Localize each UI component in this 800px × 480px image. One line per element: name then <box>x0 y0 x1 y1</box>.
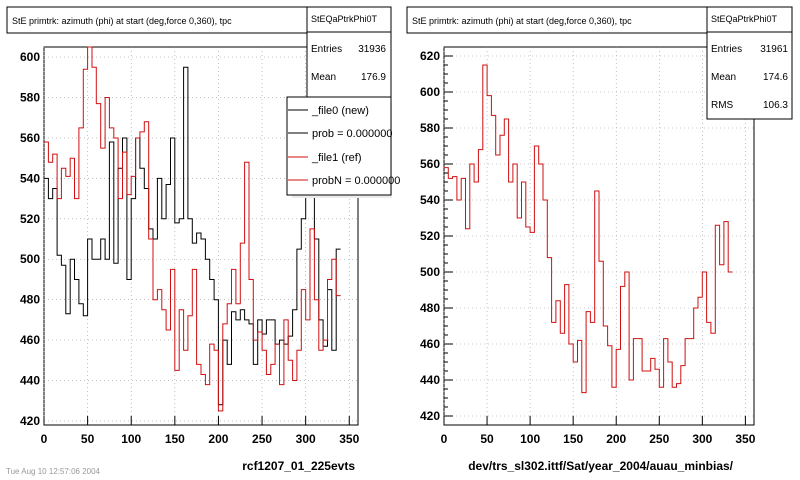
legend-box <box>286 96 392 196</box>
y-tick-label-540: 540 <box>420 193 440 207</box>
y-tick-label-440: 440 <box>420 373 440 387</box>
y-tick-label-420: 420 <box>20 414 40 428</box>
x-tick-label-50: 50 <box>480 432 494 446</box>
title-box-right <box>406 6 708 34</box>
y-tick-label-480: 480 <box>420 301 440 315</box>
stats-name-right: StEQaPtrkPhi0T <box>711 14 778 24</box>
x-tick-label-200: 200 <box>606 432 626 446</box>
x-tick-label-50: 50 <box>81 432 95 446</box>
y-tick-label-600: 600 <box>20 50 40 64</box>
stats-entries-value-right: 31961 <box>760 44 788 55</box>
x-axis-title-left: rcf1207_01_225evts <box>242 459 355 473</box>
x-tick-label-150: 150 <box>563 432 583 446</box>
x-tick-label-100: 100 <box>520 432 540 446</box>
chart-right: 0 50 100 150 200 250 300 350 420 440 460 480 500 520 5… <box>406 6 793 473</box>
y-tick-label-460: 460 <box>20 333 40 347</box>
x-tick-label-200: 200 <box>208 432 228 446</box>
y-tick-label-540: 540 <box>20 171 40 185</box>
x-tick-label-350: 350 <box>339 432 359 446</box>
stats-mean-label-left: Mean <box>311 72 336 83</box>
stats-mean-label-right: Mean <box>711 72 736 83</box>
legend-label-1: prob = 0.000000 <box>312 128 392 140</box>
series-left <box>44 46 341 412</box>
stats-entries-label-right: Entries <box>711 44 742 55</box>
stats-box-right <box>706 6 793 120</box>
y-tick-label-500: 500 <box>420 265 440 279</box>
legend-left: _file0 (new) prob = 0.000000 _file1 (ref… <box>286 96 400 198</box>
stats-mean-value-right: 174.6 <box>763 72 788 83</box>
y-tick-label-520: 520 <box>420 229 440 243</box>
y-tick-label-580: 580 <box>420 121 440 135</box>
chart-left: 0 50 100 150 200 250 300 350 420 440 460 480 500 520 5… <box>6 6 400 476</box>
ticks-right: 0 50 100 150 200 250 300 350 420 440 460 480 500 520 5… <box>420 46 756 446</box>
stats-name-left: StEQaPtrkPhi0T <box>311 14 378 24</box>
series-0-0-line <box>44 66 341 406</box>
y-tick-label-500: 500 <box>20 252 40 266</box>
y-tick-label-560: 560 <box>420 157 440 171</box>
chart-title-right: StE primtrk: azimuth (phi) at start (deg… <box>412 16 632 26</box>
stats-rms-value-right: 106.3 <box>763 100 788 111</box>
stats-mean-value-left: 176.9 <box>361 72 386 83</box>
ticks-left: 0 50 100 150 200 250 300 350 420 440 460 480 500 520 5… <box>20 50 360 446</box>
series-0-1-line <box>44 46 341 412</box>
chart-title-left: StE primtrk: azimuth (phi) at start (deg… <box>12 16 232 26</box>
title-box-left <box>6 6 308 34</box>
series-1-0-line <box>444 64 733 394</box>
x-tick-label-0: 0 <box>41 432 48 446</box>
y-tick-label-420: 420 <box>420 409 440 423</box>
stats-rms-label-right: RMS <box>711 100 734 111</box>
y-tick-label-520: 520 <box>20 212 40 226</box>
stats-entries-label-left: Entries <box>311 44 342 55</box>
y-tick-label-560: 560 <box>20 131 40 145</box>
y-tick-label-580: 580 <box>20 91 40 105</box>
x-tick-label-0: 0 <box>441 432 448 446</box>
x-tick-label-300: 300 <box>296 432 316 446</box>
x-tick-label-250: 250 <box>649 432 669 446</box>
x-tick-label-250: 250 <box>252 432 272 446</box>
footer-date: Tue Aug 10 12:57:06 2004 <box>6 467 101 476</box>
y-tick-label-440: 440 <box>20 374 40 388</box>
legend-label-0: _file0 (new) <box>311 105 369 117</box>
x-tick-label-100: 100 <box>121 432 141 446</box>
x-tick-label-350: 350 <box>735 432 755 446</box>
x-axis-title-right: dev/trs_sl302.ittf/Sat/year_2004/auau_mi… <box>468 459 733 473</box>
legend-label-3: probN = 0.000000 <box>312 175 400 187</box>
x-tick-label-300: 300 <box>692 432 712 446</box>
legend-label-2: _file1 (ref) <box>311 152 362 164</box>
x-tick-label-150: 150 <box>165 432 185 446</box>
series-right <box>444 64 733 394</box>
y-tick-label-600: 600 <box>420 85 440 99</box>
stats-entries-value-left: 31936 <box>358 44 386 55</box>
y-tick-label-620: 620 <box>420 49 440 63</box>
y-tick-label-460: 460 <box>420 337 440 351</box>
y-tick-label-480: 480 <box>20 293 40 307</box>
